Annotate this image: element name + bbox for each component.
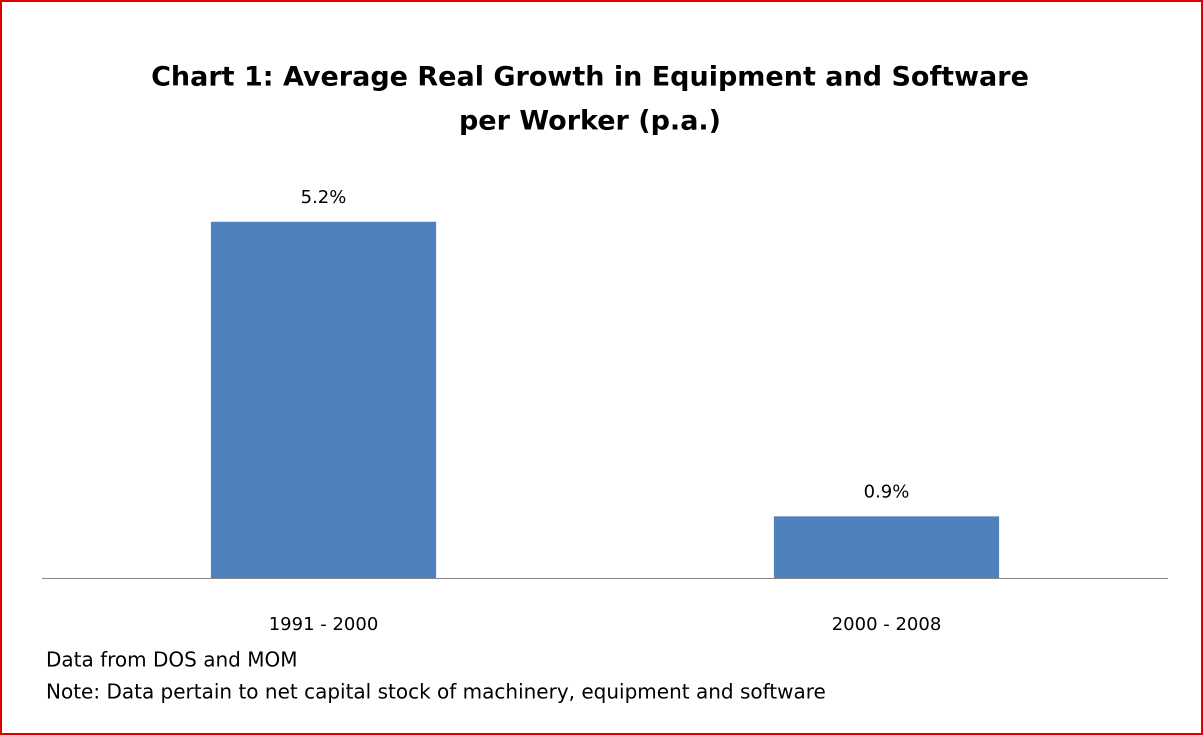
bar xyxy=(773,516,1000,578)
x-tick-label: 2000 - 2008 xyxy=(832,614,942,635)
data-label: 5.2% xyxy=(301,187,347,208)
chart-title: per Worker (p.a.) xyxy=(459,106,721,137)
bar xyxy=(210,221,437,579)
source-note: Data from DOS and MOM xyxy=(46,648,297,672)
x-tick-label: 1991 - 2000 xyxy=(269,614,379,635)
footnote: Note: Data pertain to net capital stock … xyxy=(46,680,826,704)
data-label: 0.9% xyxy=(864,481,910,502)
chart-title: Chart 1: Average Real Growth in Equipmen… xyxy=(151,62,1029,93)
